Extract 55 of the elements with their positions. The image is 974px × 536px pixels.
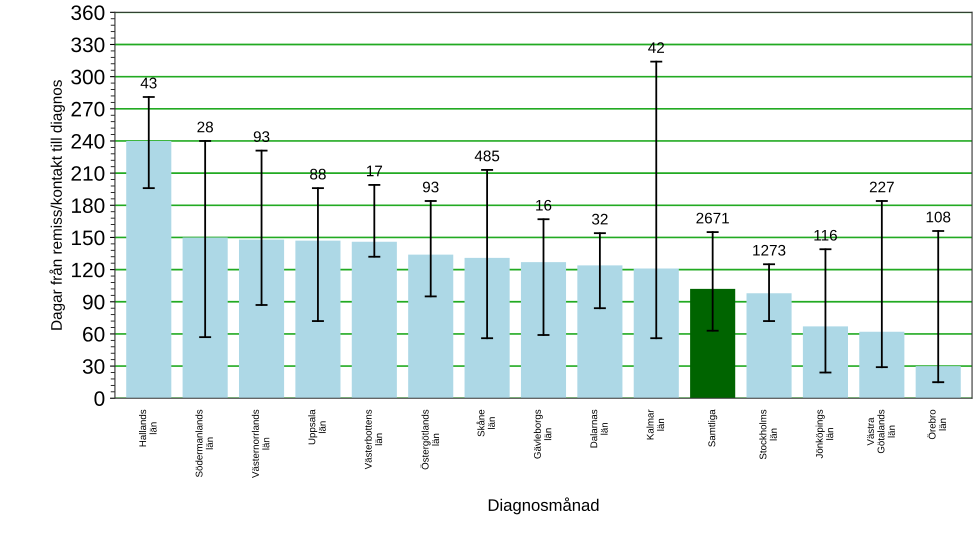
y-tick-label: 360 <box>71 5 104 20</box>
x-tick-label: Örebro län <box>927 410 946 440</box>
x-tick-label: Västra Götalands län <box>867 410 895 454</box>
annotation: 485 <box>474 150 500 162</box>
y-tick-label: 300 <box>71 70 104 84</box>
annotation: 227 <box>870 182 894 192</box>
x-tick-label: Östergötlands län <box>420 410 440 470</box>
y-tick-label: 120 <box>72 262 104 278</box>
bar <box>182 237 228 398</box>
bar <box>690 288 736 398</box>
bar <box>802 326 848 398</box>
x-tick-label: Gävleborgs län <box>534 410 552 459</box>
y-tick-label: 60 <box>83 326 104 342</box>
bar <box>464 258 510 398</box>
x-tick-label: Västernorrlands län <box>252 410 270 478</box>
annotation: 108 <box>926 212 950 222</box>
bar <box>916 366 961 398</box>
x-tick-label: Uppsala län <box>308 409 326 444</box>
y-tick-label: 330 <box>71 37 104 52</box>
x-tick-label: Jönköpings län <box>816 410 834 458</box>
y-tick-label: 150 <box>72 230 104 246</box>
annotation: 32 <box>592 214 608 225</box>
y-tick-label: 210 <box>72 166 104 181</box>
bar <box>520 262 566 398</box>
bar <box>408 254 454 398</box>
y-tick-label: 30 <box>82 359 104 374</box>
y-tick-label: 180 <box>72 198 104 214</box>
annotation: 93 <box>254 131 270 142</box>
x-tick-label: Kalmar län <box>646 410 664 440</box>
y-tick-label: 240 <box>72 134 104 149</box>
x-tick-label: Stockholms län <box>759 410 777 460</box>
bar <box>126 140 172 398</box>
bar <box>238 240 284 398</box>
x-tick-label: Södermanlands län <box>195 410 213 478</box>
bar <box>859 332 904 398</box>
bar <box>634 268 679 398</box>
y-axis-title: Dagar från remiss/kontakt till diagnos <box>49 80 65 330</box>
bar <box>295 240 340 398</box>
bar <box>746 293 792 398</box>
annotation: 1273 <box>753 244 786 256</box>
x-tick-label: Skåne län <box>476 410 495 436</box>
annotation: 28 <box>197 122 213 132</box>
annotation: 43 <box>140 78 157 88</box>
bar <box>352 242 397 398</box>
annotation: 2671 <box>696 212 729 224</box>
x-tick-label: Samtliga <box>708 409 718 447</box>
bar <box>577 265 622 398</box>
x-tick-label: Hallands län <box>139 410 157 446</box>
x-axis-title: Diagnosmånad <box>488 497 598 514</box>
annotation: 93 <box>422 182 439 192</box>
x-tick-label: Dalarnas län <box>590 410 608 448</box>
y-tick-label: 90 <box>83 294 104 310</box>
y-tick-label: 270 <box>72 102 104 117</box>
x-tick-label: Västerbottens län <box>364 410 382 470</box>
y-tick-label: 0 <box>94 391 104 406</box>
